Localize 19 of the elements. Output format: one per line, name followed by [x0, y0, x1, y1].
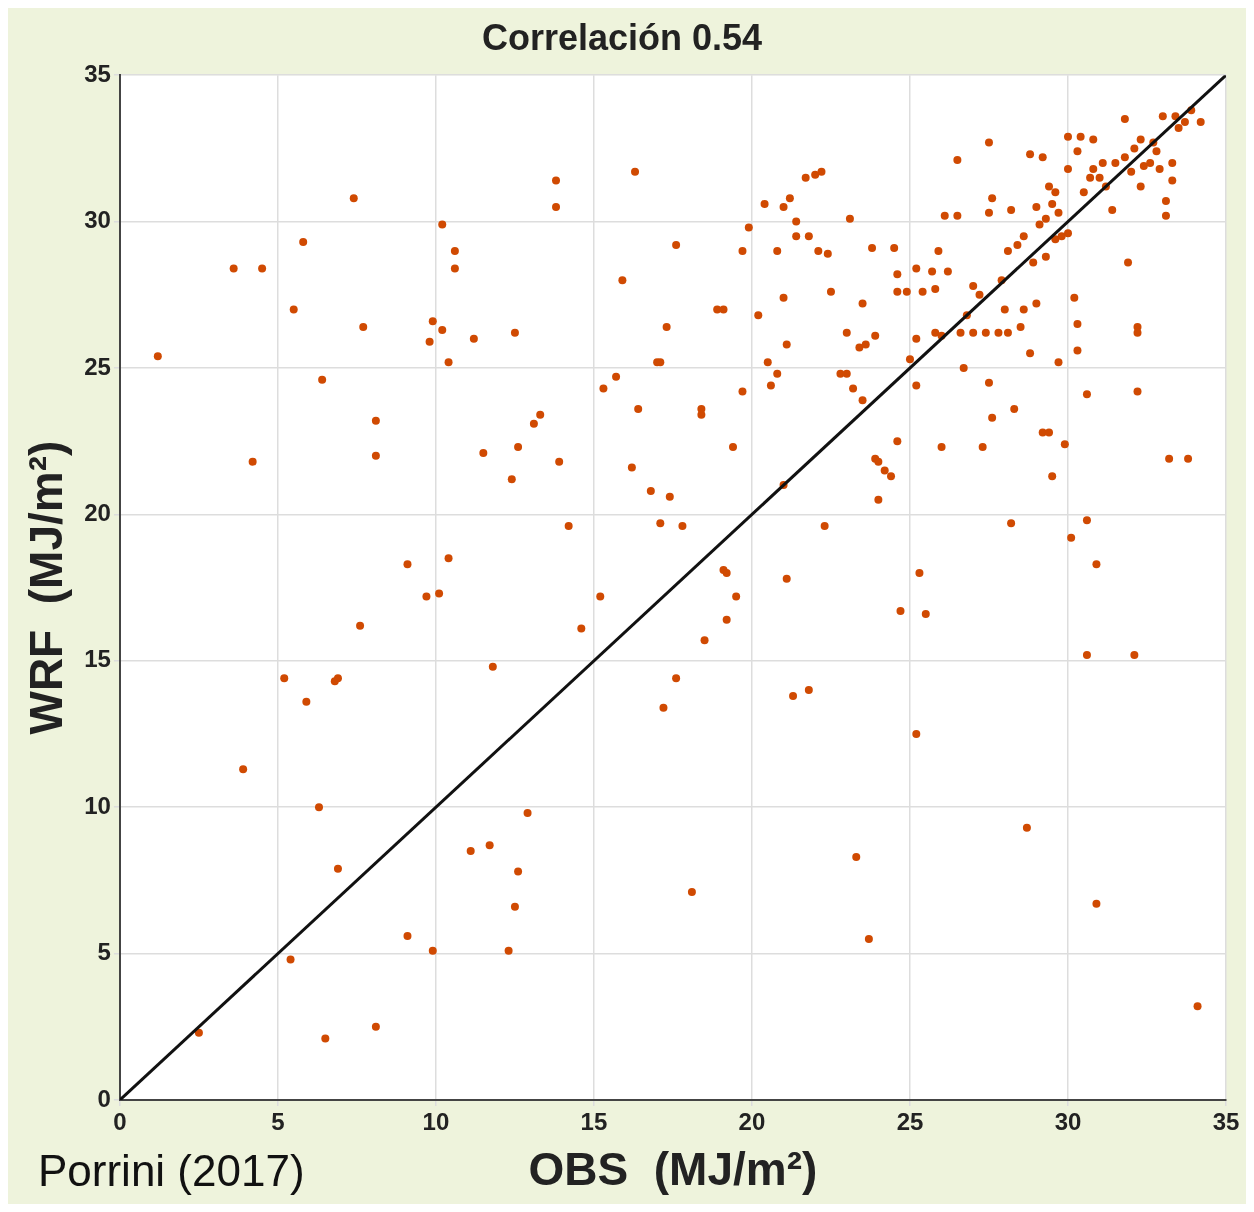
y-axis-title: WRF (MJ/m²): [20, 440, 73, 735]
x-tick-label: 10: [422, 1108, 450, 1136]
y-tick-label: 15: [84, 645, 111, 673]
x-tick-label: 15: [580, 1108, 608, 1136]
chart-title: Correlación 0.54: [481, 16, 763, 58]
x-tick-label: 5: [271, 1108, 285, 1136]
y-tick-label: 5: [97, 938, 111, 966]
y-tick-label: 10: [84, 791, 111, 819]
y-tick-label: 20: [84, 499, 111, 527]
y-tick-label: 30: [84, 206, 111, 234]
y-tick-label: 25: [84, 352, 111, 380]
x-tick-label: 20: [738, 1108, 766, 1136]
x-axis-title: OBS (MJ/m²): [528, 1143, 818, 1196]
x-tick-label: 35: [1212, 1108, 1240, 1136]
y-tick-label: 0: [97, 1084, 111, 1112]
y-tick-label: 35: [84, 59, 111, 87]
x-tick-label: 30: [1054, 1108, 1082, 1136]
text: Porrini (2017): [38, 1146, 305, 1196]
x-tick-label: 25: [896, 1108, 924, 1136]
